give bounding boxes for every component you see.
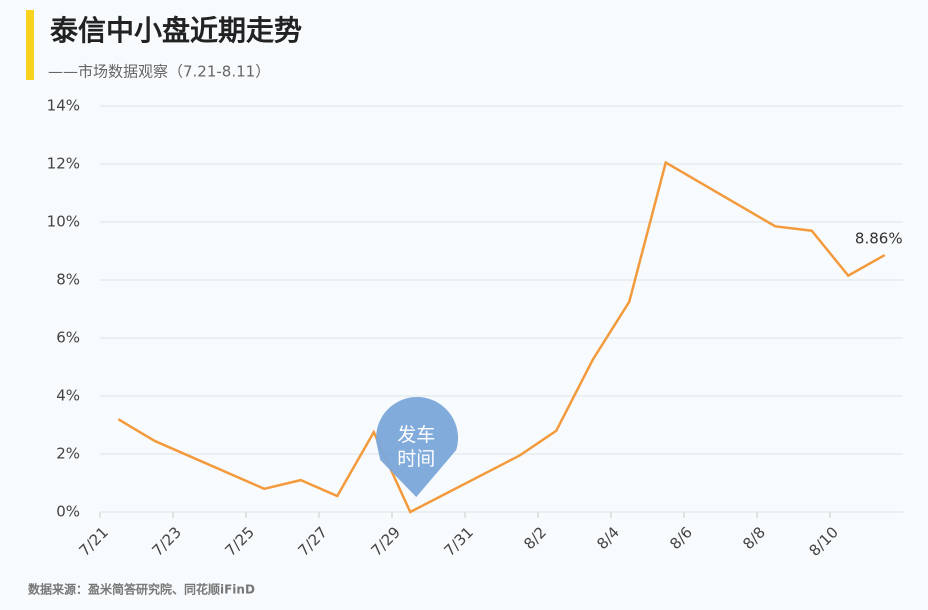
x-tick-label: 7/29 — [367, 523, 404, 560]
y-tick-label: 10% — [47, 213, 80, 231]
chart-title: 泰信中小盘近期走势 — [50, 14, 302, 47]
source: 数据来源：盈米简答研究院、同花顺iFinD — [28, 582, 255, 597]
x-tick-label: 8/2 — [520, 523, 550, 553]
y-tick-label: 12% — [47, 155, 80, 173]
y-tick-label: 8% — [56, 271, 80, 289]
y-tick-label: 2% — [56, 445, 80, 463]
x-tick-label: 7/27 — [294, 523, 331, 560]
x-tick-label: 7/23 — [148, 523, 185, 560]
y-tick-label: 0% — [56, 503, 80, 521]
x-tick-label: 8/10 — [805, 523, 842, 560]
y-tick-label: 4% — [56, 387, 80, 405]
x-tick-label: 8/4 — [593, 523, 623, 553]
annotation-pin — [376, 396, 459, 497]
y-tick-label: 14% — [47, 97, 80, 115]
title-accent — [26, 10, 34, 80]
annotation: 发车时间 — [397, 424, 435, 470]
y-tick-label: 6% — [56, 329, 80, 347]
x-tick-label: 7/21 — [75, 523, 112, 560]
x-tick-label: 8/6 — [666, 523, 696, 553]
subtitle: ——市场数据观察（7.21-8.11） — [48, 63, 270, 81]
line — [117, 160, 886, 514]
data-label: 8.86% — [855, 230, 903, 248]
x-tick-label: 7/25 — [221, 523, 258, 560]
x-tick-label: 7/31 — [440, 523, 477, 560]
x-tick-label: 8/8 — [739, 523, 769, 553]
